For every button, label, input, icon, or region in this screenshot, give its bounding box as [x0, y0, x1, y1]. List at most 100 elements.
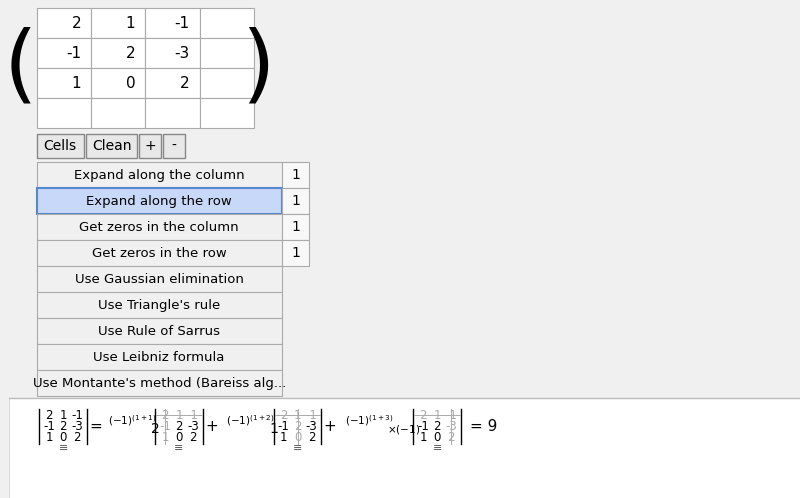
Text: $\times(-1)$: $\times(-1)$: [386, 422, 420, 435]
FancyBboxPatch shape: [282, 162, 310, 188]
FancyBboxPatch shape: [91, 68, 146, 98]
Text: ≡: ≡: [58, 443, 68, 453]
Text: 1: 1: [291, 194, 300, 208]
Text: 0: 0: [175, 430, 182, 444]
Text: 2: 2: [189, 430, 197, 444]
FancyBboxPatch shape: [37, 240, 282, 266]
Text: ≡: ≡: [293, 443, 302, 453]
FancyBboxPatch shape: [282, 188, 310, 214]
Text: 0: 0: [126, 76, 135, 91]
FancyBboxPatch shape: [91, 38, 146, 68]
Text: ≡: ≡: [432, 443, 442, 453]
FancyBboxPatch shape: [163, 134, 185, 158]
FancyBboxPatch shape: [91, 98, 146, 128]
Text: Use Gaussian elimination: Use Gaussian elimination: [74, 272, 243, 285]
Text: -1: -1: [306, 408, 318, 421]
Text: 2: 2: [175, 419, 182, 432]
Text: 2: 2: [126, 45, 135, 60]
Text: -1: -1: [187, 408, 198, 421]
FancyBboxPatch shape: [37, 162, 282, 188]
Text: 0: 0: [294, 430, 302, 444]
Text: 2: 2: [71, 15, 81, 30]
Text: 2: 2: [46, 408, 53, 421]
Text: 1: 1: [291, 220, 300, 234]
Text: 0: 0: [59, 430, 67, 444]
Text: Use Triangle's rule: Use Triangle's rule: [98, 298, 220, 312]
Text: Cells: Cells: [44, 139, 77, 153]
Text: -1: -1: [174, 15, 190, 30]
Text: -1: -1: [445, 408, 457, 421]
Text: 1: 1: [434, 408, 441, 421]
FancyBboxPatch shape: [146, 68, 200, 98]
Text: Get zeros in the column: Get zeros in the column: [79, 221, 239, 234]
Text: 2: 2: [294, 419, 302, 432]
Text: Get zeros in the row: Get zeros in the row: [92, 247, 226, 259]
FancyBboxPatch shape: [37, 8, 91, 38]
Text: Expand along the column: Expand along the column: [74, 168, 245, 181]
FancyBboxPatch shape: [9, 398, 800, 498]
Text: 1: 1: [71, 76, 81, 91]
Text: -1: -1: [159, 419, 171, 432]
Text: Use Rule of Sarrus: Use Rule of Sarrus: [98, 325, 220, 338]
FancyBboxPatch shape: [37, 68, 91, 98]
Text: 2: 2: [74, 430, 81, 444]
FancyBboxPatch shape: [37, 292, 282, 318]
Text: 2: 2: [162, 408, 169, 421]
Text: 1: 1: [280, 430, 287, 444]
FancyBboxPatch shape: [37, 134, 84, 158]
FancyBboxPatch shape: [37, 370, 282, 396]
Text: 2: 2: [180, 76, 190, 91]
Text: -3: -3: [306, 419, 318, 432]
FancyBboxPatch shape: [37, 188, 282, 214]
Text: +: +: [205, 418, 218, 433]
Text: = 9: = 9: [470, 418, 497, 433]
FancyBboxPatch shape: [282, 240, 310, 266]
FancyBboxPatch shape: [37, 344, 282, 370]
Text: -: -: [171, 139, 177, 153]
Text: -1: -1: [418, 419, 429, 432]
Text: 2: 2: [280, 408, 287, 421]
Text: -1: -1: [71, 408, 83, 421]
Text: +: +: [145, 139, 156, 153]
FancyBboxPatch shape: [146, 98, 200, 128]
FancyBboxPatch shape: [91, 8, 146, 38]
Text: 2: 2: [308, 430, 315, 444]
Text: 1: 1: [270, 422, 278, 436]
FancyBboxPatch shape: [200, 98, 254, 128]
FancyBboxPatch shape: [37, 214, 282, 240]
Text: -3: -3: [445, 419, 457, 432]
Text: Use Montante's method (Bareiss alg...: Use Montante's method (Bareiss alg...: [33, 376, 286, 389]
Text: -1: -1: [278, 419, 290, 432]
Text: 2: 2: [447, 430, 454, 444]
Text: 1: 1: [162, 430, 169, 444]
FancyBboxPatch shape: [200, 68, 254, 98]
FancyBboxPatch shape: [200, 8, 254, 38]
Text: -1: -1: [43, 419, 55, 432]
Text: 0: 0: [434, 430, 441, 444]
Text: $(-1)^{(1+3)}$: $(-1)^{(1+3)}$: [345, 414, 394, 428]
Text: Expand along the row: Expand along the row: [86, 195, 232, 208]
FancyBboxPatch shape: [37, 98, 91, 128]
Text: 1: 1: [294, 408, 302, 421]
Text: -1: -1: [66, 45, 81, 60]
Text: Clean: Clean: [92, 139, 131, 153]
FancyBboxPatch shape: [37, 266, 282, 292]
Text: +: +: [324, 418, 337, 433]
Text: 2: 2: [419, 408, 427, 421]
Text: (: (: [4, 26, 38, 110]
Text: 1: 1: [126, 15, 135, 30]
FancyBboxPatch shape: [200, 38, 254, 68]
FancyBboxPatch shape: [86, 134, 138, 158]
Text: $(-1)^{(1+1)}$: $(-1)^{(1+1)}$: [108, 414, 156, 428]
Text: -3: -3: [187, 419, 198, 432]
FancyBboxPatch shape: [139, 134, 161, 158]
Text: ): ): [242, 26, 274, 110]
FancyBboxPatch shape: [37, 38, 91, 68]
Text: 1: 1: [175, 408, 182, 421]
Text: 1: 1: [291, 246, 300, 260]
Text: =: =: [90, 418, 102, 433]
Text: 1: 1: [59, 408, 67, 421]
FancyBboxPatch shape: [282, 214, 310, 240]
Text: 1: 1: [419, 430, 427, 444]
Text: $(-1)^{(1+2)}$: $(-1)^{(1+2)}$: [226, 414, 275, 428]
